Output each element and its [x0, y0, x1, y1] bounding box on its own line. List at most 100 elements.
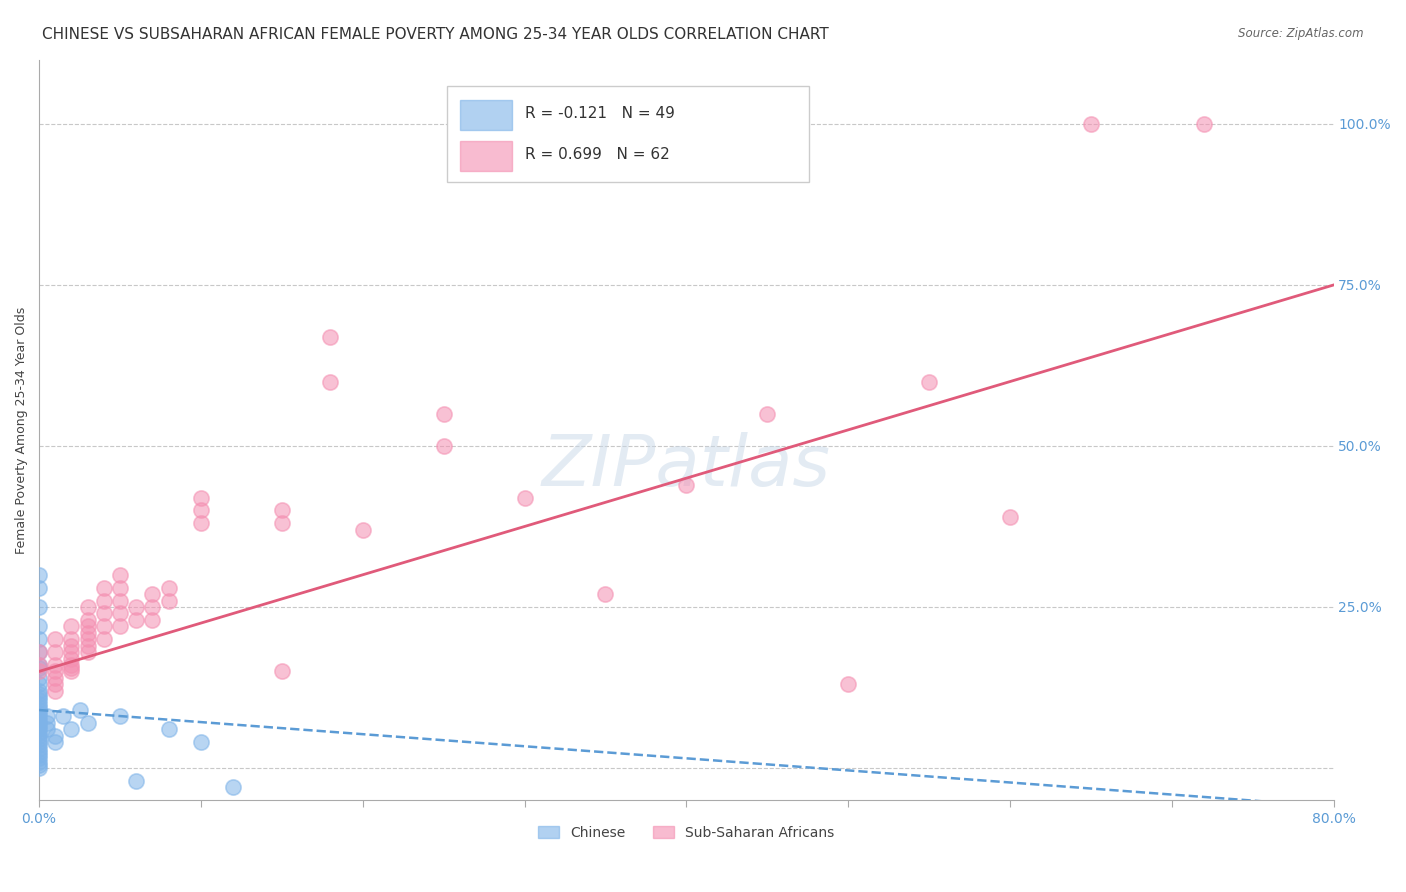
- Point: [93, 593, 115, 607]
- Point: [125, 613, 148, 627]
- Point: [93, 607, 115, 621]
- Point: [1080, 117, 1102, 131]
- Point: [28, 719, 51, 733]
- Point: [352, 523, 374, 537]
- Point: [76, 625, 98, 640]
- Point: [157, 593, 180, 607]
- Point: [76, 632, 98, 647]
- Point: [28, 677, 51, 691]
- Text: CHINESE VS SUBSAHARAN AFRICAN FEMALE POVERTY AMONG 25-34 YEAR OLDS CORRELATION C: CHINESE VS SUBSAHARAN AFRICAN FEMALE POV…: [42, 27, 830, 42]
- Point: [270, 665, 292, 679]
- Point: [28, 703, 51, 717]
- Point: [28, 697, 51, 711]
- Point: [28, 713, 51, 727]
- Point: [108, 709, 131, 723]
- Point: [28, 745, 51, 759]
- Text: R = 0.699   N = 62: R = 0.699 N = 62: [524, 147, 669, 161]
- Point: [108, 581, 131, 595]
- Point: [44, 683, 66, 698]
- Point: [28, 739, 51, 753]
- Point: [28, 632, 51, 647]
- Text: R = -0.121   N = 49: R = -0.121 N = 49: [524, 106, 675, 121]
- Point: [44, 632, 66, 647]
- FancyBboxPatch shape: [460, 141, 512, 170]
- Point: [76, 645, 98, 659]
- Point: [28, 661, 51, 675]
- Point: [60, 723, 83, 737]
- Point: [28, 715, 51, 730]
- Point: [76, 715, 98, 730]
- Point: [28, 693, 51, 707]
- Point: [28, 581, 51, 595]
- Point: [44, 645, 66, 659]
- Point: [60, 651, 83, 665]
- Point: [76, 619, 98, 633]
- Text: ZIPatlas: ZIPatlas: [541, 433, 831, 501]
- Point: [28, 751, 51, 765]
- FancyBboxPatch shape: [460, 100, 512, 130]
- Point: [108, 607, 131, 621]
- Point: [28, 757, 51, 772]
- Point: [222, 780, 245, 795]
- Point: [44, 735, 66, 749]
- Point: [28, 723, 51, 737]
- Point: [28, 599, 51, 614]
- Point: [28, 761, 51, 775]
- Point: [108, 567, 131, 582]
- Point: [28, 645, 51, 659]
- Point: [76, 599, 98, 614]
- Point: [28, 657, 51, 672]
- Point: [44, 665, 66, 679]
- Text: Source: ZipAtlas.com: Source: ZipAtlas.com: [1239, 27, 1364, 40]
- Point: [28, 706, 51, 721]
- Point: [141, 587, 163, 601]
- Point: [319, 375, 342, 389]
- Point: [28, 671, 51, 685]
- Point: [60, 661, 83, 675]
- Point: [141, 613, 163, 627]
- Point: [1192, 117, 1215, 131]
- Point: [28, 567, 51, 582]
- Point: [28, 645, 51, 659]
- Point: [44, 671, 66, 685]
- Point: [108, 593, 131, 607]
- Point: [60, 632, 83, 647]
- Point: [52, 709, 75, 723]
- Point: [37, 715, 59, 730]
- Point: [595, 587, 617, 601]
- Point: [28, 735, 51, 749]
- Point: [125, 599, 148, 614]
- Point: [998, 509, 1021, 524]
- Point: [141, 599, 163, 614]
- Point: [28, 725, 51, 739]
- Y-axis label: Female Poverty Among 25-34 Year Olds: Female Poverty Among 25-34 Year Olds: [15, 306, 28, 554]
- Point: [44, 729, 66, 743]
- Point: [918, 375, 941, 389]
- Point: [37, 709, 59, 723]
- Point: [93, 619, 115, 633]
- Point: [28, 748, 51, 763]
- Point: [157, 723, 180, 737]
- Point: [28, 709, 51, 723]
- Point: [319, 329, 342, 343]
- Point: [28, 683, 51, 698]
- Point: [28, 665, 51, 679]
- Point: [190, 516, 212, 531]
- Point: [28, 729, 51, 743]
- Point: [433, 407, 456, 421]
- Point: [76, 639, 98, 653]
- Point: [60, 657, 83, 672]
- Legend: Chinese, Sub-Saharan Africans: Chinese, Sub-Saharan Africans: [533, 820, 839, 845]
- Point: [125, 773, 148, 788]
- Point: [108, 619, 131, 633]
- Point: [157, 581, 180, 595]
- Point: [93, 581, 115, 595]
- Point: [28, 741, 51, 756]
- Point: [76, 613, 98, 627]
- Point: [675, 477, 697, 491]
- Point: [60, 619, 83, 633]
- Point: [44, 677, 66, 691]
- Point: [44, 657, 66, 672]
- Point: [756, 407, 779, 421]
- Point: [190, 735, 212, 749]
